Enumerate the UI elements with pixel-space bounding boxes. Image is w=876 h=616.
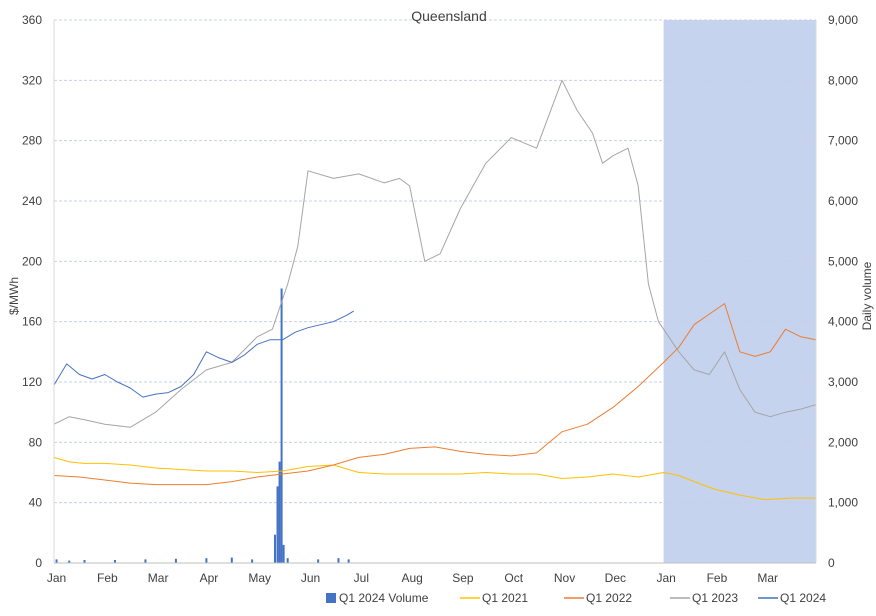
volume-bar — [251, 559, 254, 563]
volume-bar — [280, 288, 283, 563]
y-axis-left-label: $/MWh — [7, 277, 21, 315]
volume-bar — [205, 558, 208, 563]
y-axis-right-label: Daily volume — [860, 261, 874, 330]
x-tick-label: Dec — [605, 571, 626, 585]
y2-tick-label: 4,000 — [828, 315, 858, 329]
volume-bar — [276, 486, 279, 563]
y-tick-label: 200 — [22, 254, 42, 268]
y-tick-label: 40 — [29, 496, 43, 510]
volume-bar — [144, 559, 147, 563]
volume-bar — [273, 534, 276, 563]
x-tick-label: Jun — [301, 571, 320, 585]
y-tick-label: 320 — [22, 73, 42, 87]
y2-tick-label: 8,000 — [828, 73, 858, 87]
x-tick-label: Jan — [656, 571, 675, 585]
y-tick-label: 360 — [22, 13, 42, 27]
volume-bar — [278, 461, 281, 563]
y-tick-label: 120 — [22, 375, 42, 389]
x-tick-label: Jan — [47, 571, 66, 585]
x-tick-label: Nov — [554, 571, 575, 585]
x-tick-label: Oct — [504, 571, 523, 585]
y2-tick-label: 2,000 — [828, 435, 858, 449]
volume-bar — [83, 559, 86, 563]
y2-tick-label: 6,000 — [828, 194, 858, 208]
volume-bar — [68, 560, 71, 563]
series-line-q1-2021 — [53, 456, 816, 501]
legend-entry: Q1 2023 — [692, 591, 738, 605]
legend-entry: Q1 2021 — [482, 591, 528, 605]
legend: Q1 2024 Volume Q1 2021 Q1 2022 Q1 2023 Q1 20… — [326, 591, 826, 605]
x-tick-label: Aug — [401, 571, 422, 585]
volume-bar — [230, 557, 233, 563]
legend-entry: Q1 2024 Volume — [339, 591, 429, 605]
series-line-q1-2024 — [53, 310, 354, 398]
y-tick-label: 0 — [35, 556, 42, 570]
x-tick-label: Feb — [97, 571, 118, 585]
x-tick-label: Sep — [452, 571, 474, 585]
x-tick-label: May — [248, 571, 271, 585]
x-tick-label: Feb — [707, 571, 728, 585]
y2-tick-label: 7,000 — [828, 134, 858, 148]
volume-bar — [337, 558, 340, 563]
volume-bar — [347, 559, 350, 563]
y-tick-label: 160 — [22, 315, 42, 329]
chart-title: Queensland — [411, 8, 487, 24]
volume-bar — [174, 558, 177, 563]
y2-tick-label: 1,000 — [828, 496, 858, 510]
y-tick-label: 80 — [29, 435, 43, 449]
legend-swatch — [326, 593, 336, 603]
series-line-q1-2023 — [53, 79, 817, 428]
series-line-q1-2022 — [53, 303, 817, 486]
volume-bar — [55, 559, 58, 563]
y2-tick-label: 9,000 — [828, 13, 858, 27]
x-tick-label: Apr — [200, 571, 219, 585]
shaded-region — [663, 20, 816, 563]
x-tick-label: Jul — [354, 571, 369, 585]
x-tick-label: Mar — [757, 571, 778, 585]
y2-tick-label: 5,000 — [828, 254, 858, 268]
y2-tick-label: 3,000 — [828, 375, 858, 389]
volume-bar — [113, 559, 116, 563]
y-tick-label: 280 — [22, 134, 42, 148]
x-tick-label: Mar — [148, 571, 169, 585]
volume-bar — [317, 559, 320, 563]
y2-tick-label: 0 — [828, 556, 835, 570]
y-tick-label: 240 — [22, 194, 42, 208]
volume-bar — [286, 558, 289, 563]
legend-entry: Q1 2022 — [586, 591, 632, 605]
volume-bar — [282, 544, 285, 563]
legend-entry: Q1 2024 — [780, 591, 826, 605]
